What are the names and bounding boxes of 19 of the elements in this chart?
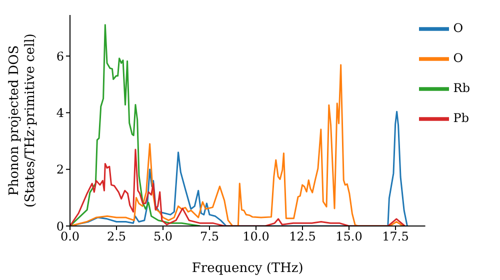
x-tick-label: 12.5 xyxy=(289,230,316,244)
x-tick-label: 17.5 xyxy=(382,230,409,244)
legend-label: Pb xyxy=(453,111,470,126)
x-tick-label: 7.5 xyxy=(200,230,220,244)
y-tick-label: 6 xyxy=(56,49,64,64)
x-tick-label: 2.5 xyxy=(106,230,126,244)
line-series xyxy=(70,148,406,226)
y-tick-label: 2 xyxy=(56,162,64,177)
y-tick-label: 4 xyxy=(56,106,64,120)
line-series xyxy=(70,64,404,226)
legend-label: O xyxy=(453,51,464,66)
x-axis-title: Frequency (THz) xyxy=(192,261,304,276)
x-tick-label: 5.0 xyxy=(153,230,173,244)
x-tick-label: 10.0 xyxy=(242,230,270,244)
x-tick-label: 15.0 xyxy=(336,230,362,244)
legend-label: Rb xyxy=(453,81,470,96)
line-series xyxy=(70,24,201,226)
legend-label: O xyxy=(453,21,464,36)
y-axis-title: Phonon projected DOS (States/THz·primitive cell) xyxy=(7,33,38,208)
